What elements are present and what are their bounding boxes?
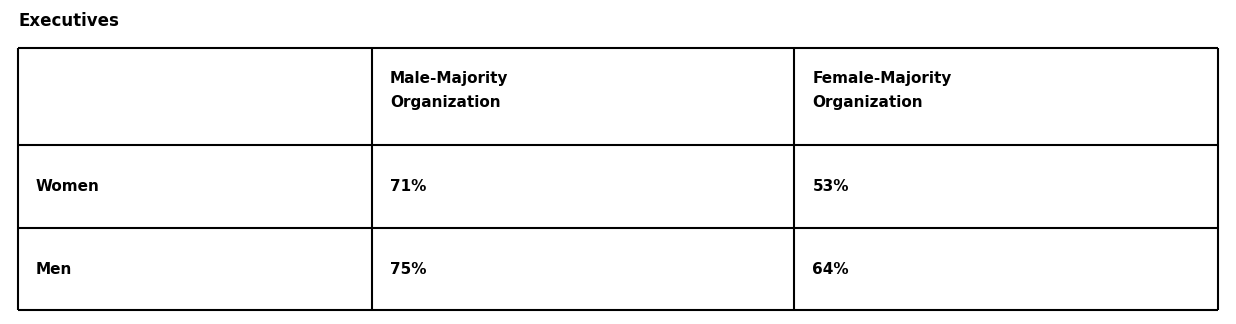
Text: 53%: 53% (812, 179, 849, 194)
Text: 64%: 64% (812, 261, 849, 276)
Text: 75%: 75% (391, 261, 426, 276)
Text: Executives: Executives (19, 12, 119, 30)
Text: Men: Men (36, 261, 73, 276)
Text: Female-Majority
Organization: Female-Majority Organization (812, 71, 952, 110)
Text: Women: Women (36, 179, 100, 194)
Text: 71%: 71% (391, 179, 426, 194)
Text: Male-Majority
Organization: Male-Majority Organization (391, 71, 508, 110)
